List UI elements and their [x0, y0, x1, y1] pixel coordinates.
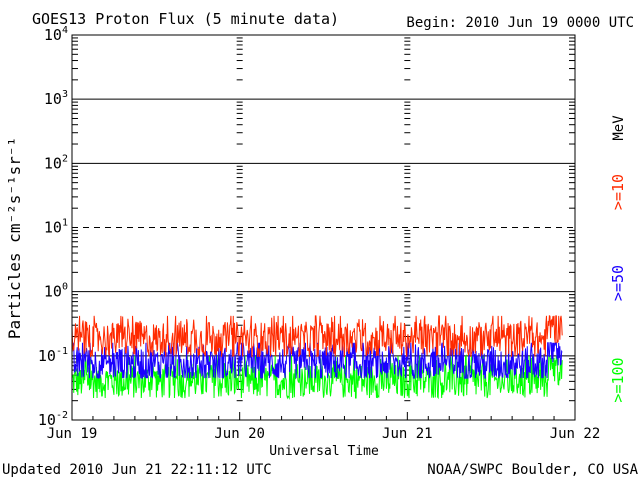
x-axis-label: Universal Time: [269, 444, 379, 459]
y-tick-label: 104: [44, 25, 68, 44]
chart-title: GOES13 Proton Flux (5 minute data): [32, 10, 339, 28]
credit-label: NOAA/SWPC Boulder, CO USA: [427, 462, 638, 478]
legend-series-10: >=10: [609, 174, 627, 210]
y-tick-label: 100: [44, 282, 68, 301]
x-tick-label: Jun 19: [47, 426, 98, 442]
legend-unit: MeV: [611, 115, 627, 141]
x-tick-labels: Jun 19 Jun 20 Jun 21 Jun 22: [47, 426, 601, 442]
begin-label: Begin: 2010 Jun 19 0000 UTC: [406, 15, 634, 31]
series-group: [71, 315, 563, 400]
legend-series-50: >=50: [609, 265, 627, 301]
y-tick-label: 103: [44, 89, 68, 108]
y-tick-label: 10-1: [38, 346, 68, 365]
y-tick-label: 102: [44, 153, 68, 172]
x-tick-label: Jun 21: [382, 426, 433, 442]
updated-label: Updated 2010 Jun 21 22:11:12 UTC: [2, 462, 272, 478]
plot-frame: [71, 34, 576, 421]
x-tick-label: Jun 20: [214, 426, 265, 442]
y-tick-label: 101: [44, 218, 68, 237]
y-tick-label: 10-2: [38, 410, 68, 429]
series-line-gte10: [71, 315, 563, 358]
y-axis-label: Particles cm⁻²s⁻¹sr⁻¹: [5, 137, 24, 339]
legend-series-100: >=100: [609, 357, 627, 402]
x-tick-label: Jun 22: [550, 426, 601, 442]
y-tick-labels: 104 103 102 101 100 10-1 10-2: [38, 25, 68, 429]
